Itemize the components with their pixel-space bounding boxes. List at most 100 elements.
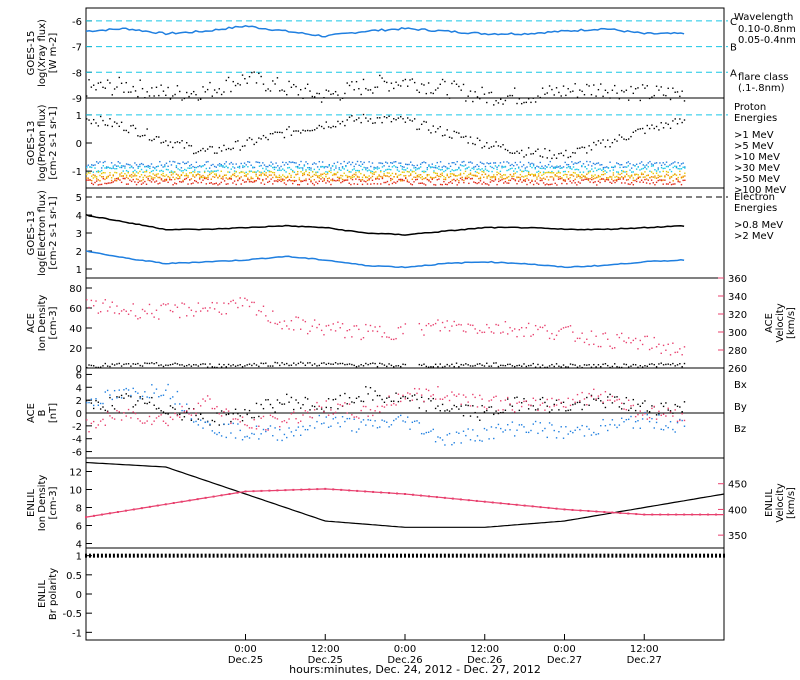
data-point (516, 335, 518, 338)
data-point (202, 174, 204, 177)
legend-entry: >0.8 MeV (734, 220, 783, 231)
data-point (589, 178, 591, 180)
data-point (130, 417, 132, 419)
data-point (330, 329, 332, 331)
data-point (137, 178, 139, 181)
data-point (283, 164, 286, 166)
data-point (433, 183, 435, 186)
data-point (395, 182, 397, 184)
data-point (455, 324, 458, 326)
data-point (240, 553, 243, 558)
data-point (490, 365, 493, 367)
data-point (172, 418, 174, 421)
data-point (488, 174, 490, 177)
data-point (602, 173, 605, 176)
data-point (190, 171, 193, 174)
data-point (328, 181, 330, 183)
y-axis-label: ACE B [nT] (26, 403, 59, 423)
data-point (458, 432, 460, 434)
data-point (332, 553, 335, 558)
data-point (393, 87, 395, 90)
data-point (719, 553, 722, 558)
data-point (532, 362, 534, 365)
data-point (237, 306, 239, 309)
data-point (232, 364, 234, 366)
data-point (144, 171, 146, 173)
data-point (340, 553, 343, 558)
data-point (365, 405, 367, 408)
data-point (501, 177, 503, 179)
data-point (590, 330, 593, 332)
data-point (276, 77, 279, 79)
data-point (272, 435, 274, 437)
data-point (461, 161, 463, 163)
data-point (268, 553, 271, 558)
data-point (218, 88, 220, 90)
data-point (630, 85, 632, 88)
data-point (303, 164, 306, 166)
data-point (165, 94, 167, 97)
data-point (160, 164, 163, 166)
data-point (558, 153, 560, 155)
data-point (292, 553, 295, 558)
data-point (327, 126, 330, 128)
data-point (223, 163, 226, 165)
y-axis-label-line: Br polarity (48, 568, 59, 620)
data-point (623, 340, 625, 342)
data-point (280, 553, 283, 558)
data-point (627, 399, 630, 401)
data-point (571, 168, 573, 170)
data-point (112, 165, 114, 167)
data-point (242, 179, 244, 182)
data-point (632, 177, 635, 179)
data-point (426, 168, 428, 171)
data-point (444, 134, 446, 136)
data-point (500, 146, 502, 148)
data-point (546, 92, 548, 94)
data-point (257, 177, 259, 180)
y-axis-label-line: log(Electron flux) (37, 190, 48, 276)
data-point (461, 179, 463, 181)
data-point (425, 121, 428, 123)
data-point (390, 162, 392, 164)
data-point (427, 389, 430, 392)
data-point (684, 172, 686, 174)
data-point (246, 424, 248, 427)
data-point (655, 172, 658, 174)
data-point (134, 404, 137, 406)
data-point (490, 399, 493, 401)
data-point (280, 165, 282, 168)
data-point (287, 180, 289, 182)
data-point (300, 180, 302, 182)
data-point (551, 424, 553, 426)
data-point (220, 181, 222, 184)
data-point (537, 166, 540, 168)
data-point (346, 329, 348, 332)
data-point (458, 180, 460, 182)
data-point (637, 176, 640, 179)
data-point (174, 403, 176, 405)
data-point (662, 167, 664, 170)
data-point (251, 364, 253, 367)
data-point (230, 178, 232, 180)
data-point (140, 180, 143, 182)
data-point (576, 337, 579, 340)
data-point (511, 163, 513, 166)
data-point (469, 136, 472, 138)
data-point (503, 182, 505, 184)
data-point (446, 363, 448, 366)
data-point (144, 180, 146, 183)
data-point (679, 418, 681, 421)
data-point (386, 404, 388, 406)
data-point (679, 348, 681, 350)
data-point (260, 362, 262, 364)
data-point (318, 405, 321, 407)
data-point (521, 170, 523, 173)
data-point (154, 177, 156, 179)
data-point (667, 174, 669, 177)
data-point (246, 364, 248, 366)
data-point (90, 179, 93, 182)
data-point (213, 173, 216, 175)
data-point (346, 169, 349, 172)
